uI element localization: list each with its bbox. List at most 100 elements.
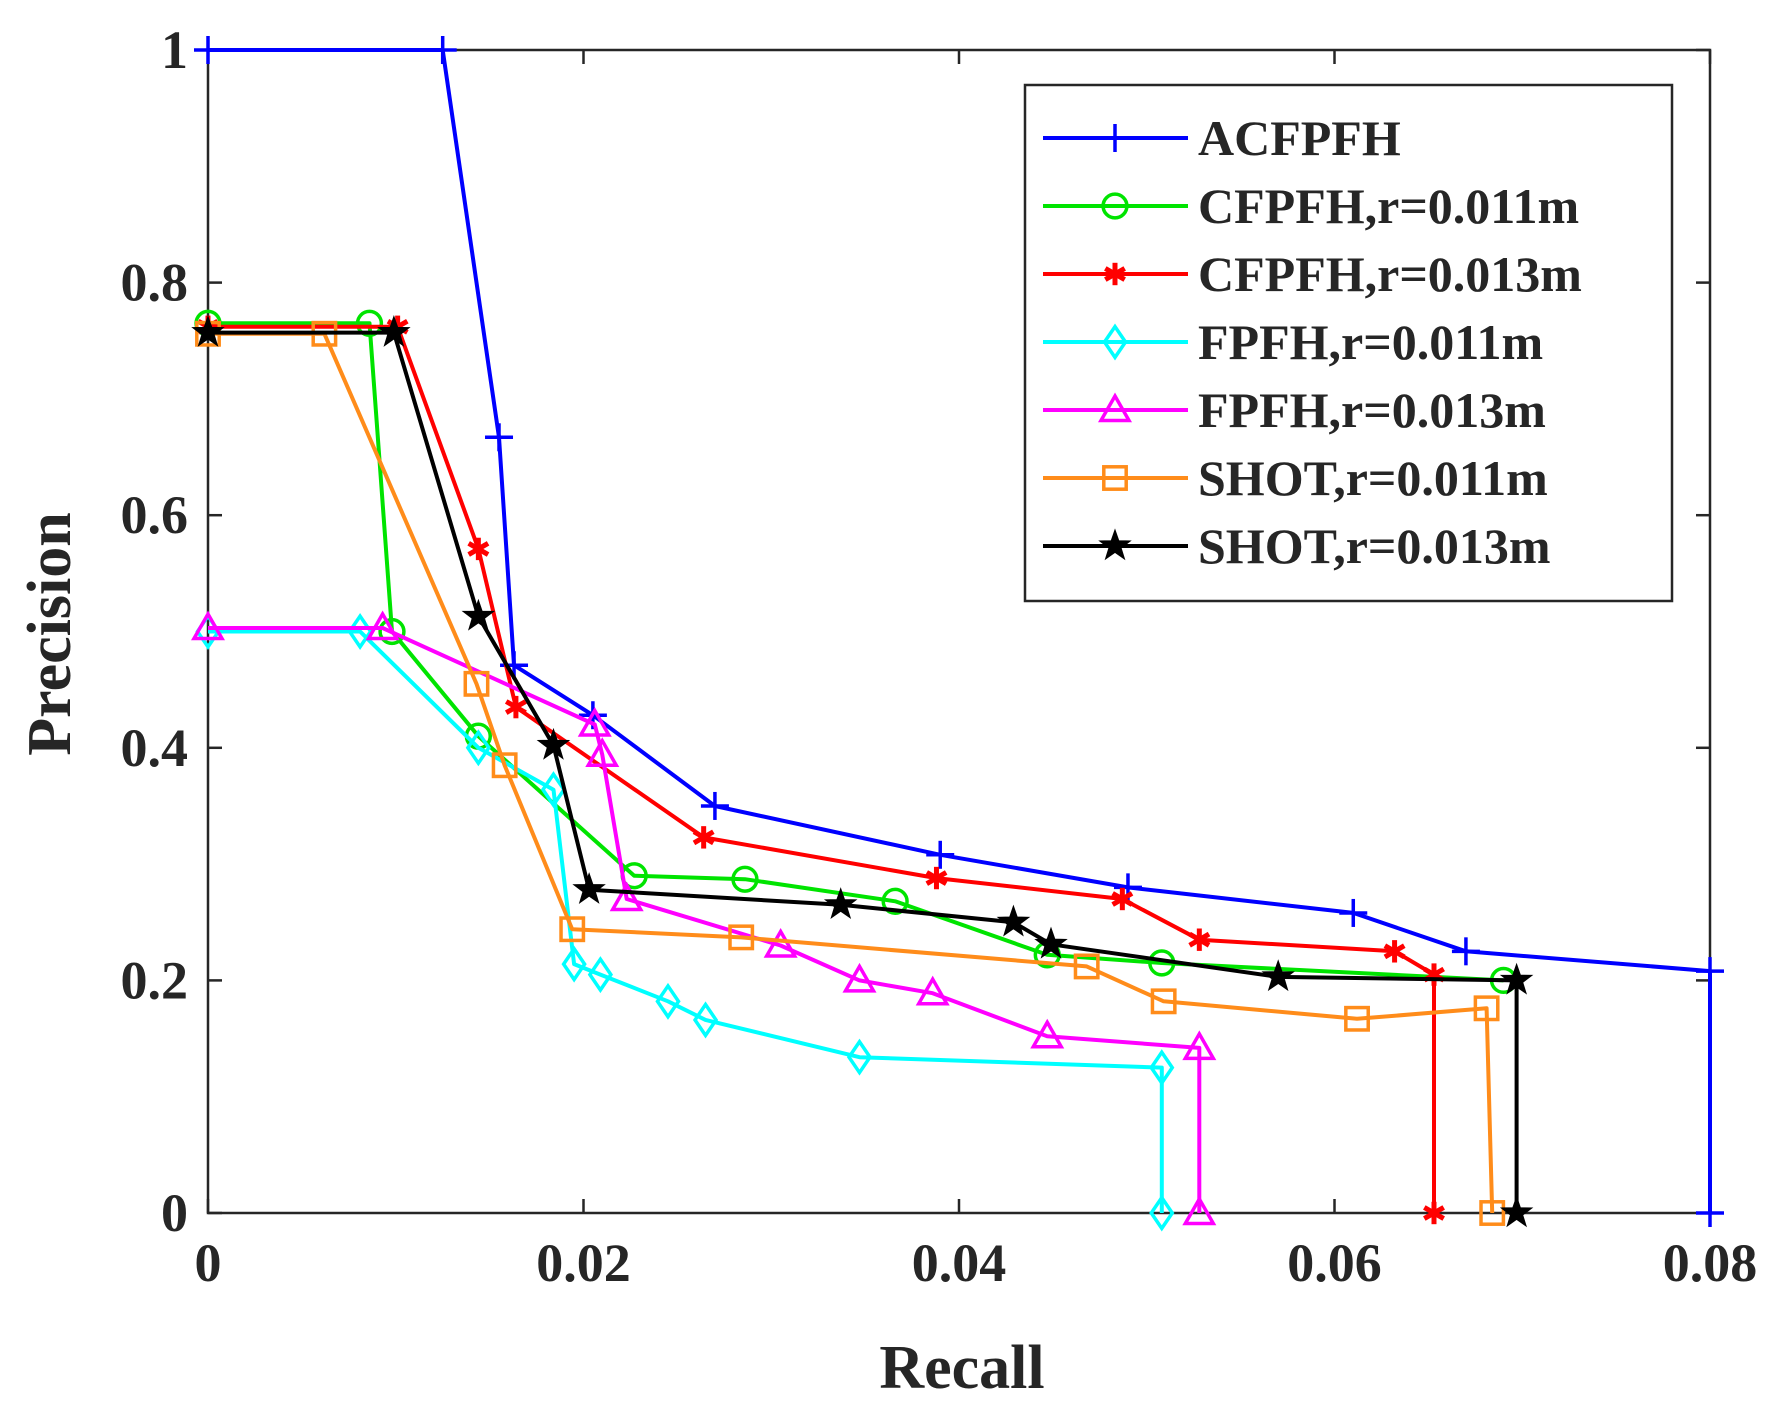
legend-item: CFPFH,r=0.013m [1043,246,1582,302]
data-point-star [1034,926,1068,959]
data-point-diamond [561,945,587,983]
tick-labels: 0 0.02 0.04 0.06 0.08 0 0.2 0.4 0.6 0.8 1 [121,20,1758,1293]
data-point-plus [485,423,514,452]
data-point-square [1102,465,1128,491]
data-point-star [572,872,606,904]
legend-item: CFPFH,r=0.011m [1043,178,1579,234]
y-axis-title: Precision [16,512,84,755]
data-point-diamond [1102,323,1128,361]
data-point-plus [700,791,729,820]
series-line [208,48,1712,1213]
data-point-plus [1101,124,1129,152]
legend-label: FPFH,r=0.011m [1198,314,1543,370]
data-point-diamond [846,1038,873,1076]
data-point-square [559,916,586,943]
data-point-star [461,598,496,631]
data-point-triangle [763,927,798,958]
x-tick-label: 0.08 [1663,1233,1758,1293]
data-point-asterisk [925,866,948,890]
data-point-plus [1696,957,1724,986]
legend-item: SHOT,r=0.011m [1043,450,1548,506]
data-point-diamond [655,982,681,1020]
data-point-asterisk [1111,887,1134,911]
data-point-triangle [1182,1195,1217,1226]
data-point-square [1473,995,1500,1022]
data-point-asterisk [1383,940,1406,963]
series-layer [190,36,1724,1232]
data-point-square [1150,988,1177,1015]
legend-label: CFPFH,r=0.011m [1198,178,1579,234]
data-point-plus [1339,898,1368,927]
data-point-diamond [465,729,491,767]
x-axis-title: Recall [879,1334,1044,1402]
data-point-plus [926,840,955,869]
data-point-triangle [1182,1030,1217,1061]
data-point-star [823,887,858,920]
data-point-triangle [577,707,612,737]
series-line [208,629,1164,1213]
series-line [208,321,1504,983]
data-point-star [1098,528,1132,561]
data-point-circle [378,617,406,646]
data-point-diamond [1149,1194,1175,1232]
y-tick-label: 0.2 [121,950,189,1010]
y-tick-label: 0.6 [121,485,189,545]
legend-label: CFPFH,r=0.013m [1198,246,1582,302]
legend-item: FPFH,r=0.013m [1043,382,1546,438]
data-point-square [1344,1005,1370,1032]
data-point-star [191,314,225,347]
data-point-circle [1101,192,1129,220]
data-point-star [1499,1195,1534,1228]
y-tick-label: 0.8 [121,253,189,313]
y-tick-label: 0.4 [121,718,189,778]
data-point-diamond [540,771,567,809]
data-point-triangle [609,881,644,912]
legend-item: SHOT,r=0.013m [1043,518,1551,574]
legend-label: FPFH,r=0.013m [1198,382,1546,438]
data-point-square [1479,1200,1506,1226]
series-0 [194,36,1724,1227]
data-point-asterisk [1104,262,1126,286]
data-point-star [996,904,1031,937]
data-point-star [536,727,571,760]
data-point-triangle [1030,1018,1065,1049]
legend: ACFPFH CFPFH,r=0.011m CFPFH,r=0.013m FPFH,r… [1023,83,1674,603]
data-point-diamond [1149,1049,1175,1087]
data-point-square [491,752,518,779]
data-point-circle [881,887,909,915]
data-point-triangle [915,975,950,1006]
x-tick-label: 0.02 [536,1233,631,1293]
data-point-star [1499,962,1534,995]
data-point-plus [194,36,222,64]
data-point-triangle [842,962,877,993]
legend-label: ACFPFH [1198,110,1401,166]
data-point-triangle [365,610,400,641]
y-tick-label: 1 [161,20,188,80]
data-point-asterisk [467,537,490,561]
data-point-plus [428,36,457,64]
data-point-asterisk [1423,1201,1445,1225]
legend-item: FPFH,r=0.011m [1043,314,1543,370]
data-point-circle [355,309,384,337]
legend-label: SHOT,r=0.013m [1198,518,1551,574]
legend-item: ACFPFH [1043,110,1401,166]
data-point-square [728,924,755,951]
x-tick-label: 0.06 [1287,1233,1382,1293]
data-point-plus [1451,937,1480,966]
data-point-circle [731,865,759,893]
legend-label: SHOT,r=0.011m [1198,450,1548,506]
data-point-diamond [692,1001,719,1039]
data-point-asterisk [1188,928,1211,951]
data-point-square [463,670,490,697]
data-point-plus [1696,1199,1724,1227]
y-tick-label: 0 [161,1183,188,1243]
data-point-star [377,314,411,347]
series-line [208,331,1495,1214]
x-tick-label: 0.04 [912,1233,1007,1293]
data-point-square [1073,953,1100,980]
data-point-asterisk [504,695,527,719]
data-point-asterisk [692,826,715,849]
series-6 [191,314,1534,1228]
x-tick-label: 0 [195,1233,222,1293]
